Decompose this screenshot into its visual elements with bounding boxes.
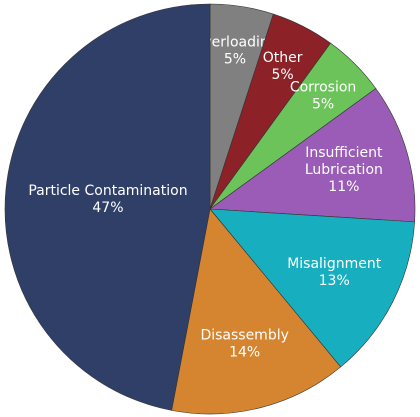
value-label: 13% bbox=[319, 273, 350, 289]
value-label: 14% bbox=[229, 345, 260, 361]
slice-label: Disassembly bbox=[200, 328, 288, 344]
slice-label: Other bbox=[263, 50, 303, 66]
value-label: 5% bbox=[312, 96, 334, 112]
slice-label: Corrosion bbox=[290, 79, 357, 95]
value-label: 11% bbox=[328, 179, 359, 195]
pie-slice bbox=[209, 88, 416, 223]
slice-label: Overloading bbox=[192, 35, 277, 51]
slice-label: Particle Contamination bbox=[28, 183, 187, 199]
slice-label: Insufficient Lubrication bbox=[305, 145, 383, 178]
slice-label: Misalignment bbox=[287, 256, 382, 272]
value-label: 5% bbox=[224, 52, 246, 68]
pie-slice bbox=[209, 208, 415, 368]
pie-slice bbox=[171, 208, 342, 415]
pie-slice bbox=[4, 3, 211, 411]
value-label: 5% bbox=[271, 67, 293, 83]
value-label: 47% bbox=[92, 200, 123, 216]
